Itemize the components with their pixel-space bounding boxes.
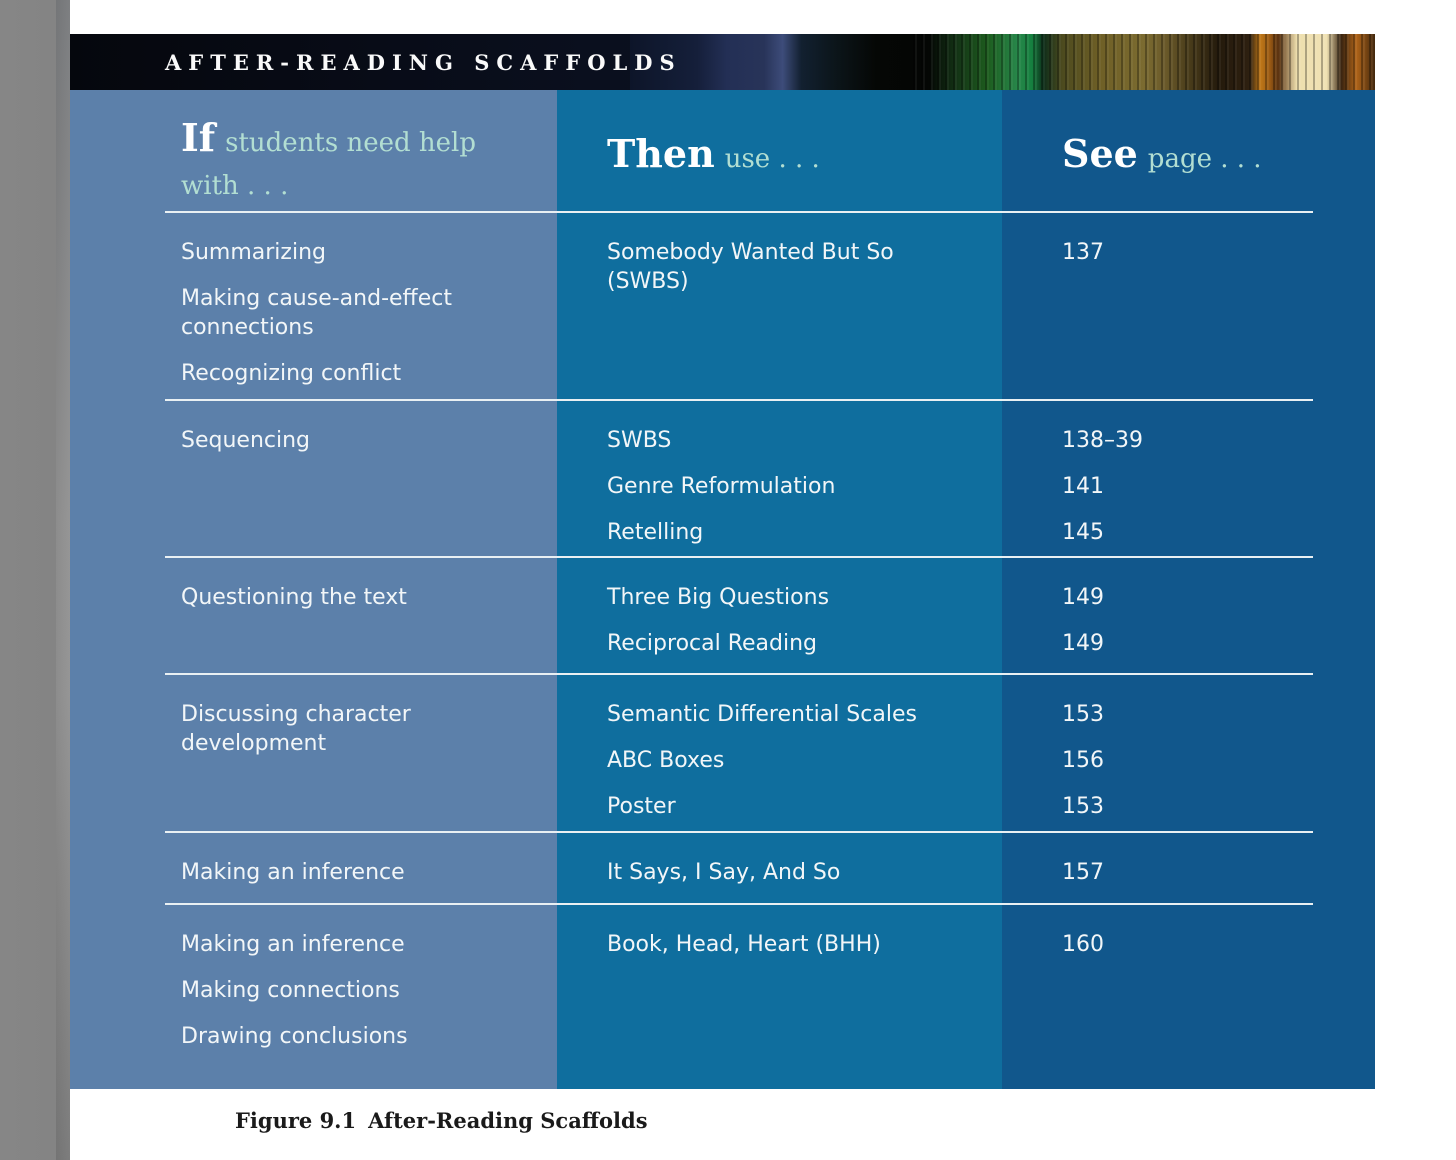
figure-caption-label: Figure 9.1 [235,1108,357,1133]
column-header-if: If students need help with . . . [70,90,557,212]
help-topic: Summarizing [181,240,326,265]
strategy-name: Poster [607,794,676,819]
book-spines-texture [913,34,1375,90]
column-header-then-rest: use . . . [724,144,820,174]
cell-strategy: Semantic Differential Scales ABC Boxes Pos… [557,674,1002,832]
figure-caption-text: After-Reading Scaffolds [368,1108,648,1133]
book-spine-bar [0,0,70,1160]
table-row: Sequencing SWBS Genre Reformulation Retell… [70,399,1375,557]
cell-page: 149 149 [1002,557,1375,674]
section-title-bar: AFTER-READING SCAFFOLDS [70,34,1375,90]
table-header-row: If students need help with . . . Then use … [70,90,1375,212]
page-number: 138–39 [1062,428,1143,453]
help-topic: Drawing conclusions [181,1024,408,1049]
strategy-name: ABC Boxes [607,748,725,773]
cell-help-with: Making an inference Making connections Dra… [70,904,557,1089]
table-row: Making an inference It Says, I Say, And … [70,831,1375,904]
page-number: 153 [1062,794,1104,819]
spine-edge-shadow [56,0,70,1160]
help-topic: Making an inference [181,860,405,885]
strategy-name: It Says, I Say, And So [607,860,841,885]
cell-strategy: Somebody Wanted But So (SWBS) [557,212,1002,400]
page-number: 157 [1062,860,1104,885]
page-number: 141 [1062,474,1104,499]
table-row: Discussing character development Semanti… [70,673,1375,832]
page-number: 160 [1062,932,1104,957]
strategy-name: SWBS [607,428,672,453]
page-number: 153 [1062,702,1104,727]
cell-help-with: Sequencing [70,400,557,557]
column-header-see-rest: page . . . [1147,144,1262,174]
section-title: AFTER-READING SCAFFOLDS [165,49,682,75]
cell-page: 138–39 141 145 [1002,400,1375,557]
cell-page: 160 [1002,904,1375,1089]
help-topic: Making cause-and-effect connections [181,286,452,340]
page-content: AFTER-READING SCAFFOLDS If students need … [70,0,1375,1160]
table-row: Summarizing Making cause-and-effect conne… [70,211,1375,400]
page-number: 156 [1062,748,1104,773]
column-header-if-lead: If [181,115,216,160]
page-number: 149 [1062,631,1104,656]
cell-strategy: SWBS Genre Reformulation Retelling [557,400,1002,557]
column-header-if-rest: students need help with . . . [181,128,477,201]
strategy-name: Genre Reformulation [607,474,836,499]
strategy-name: Somebody Wanted But So (SWBS) [607,240,894,294]
column-header-then-lead: Then [607,131,715,176]
column-header-then: Then use . . . [557,90,1002,212]
help-topic: Recognizing conflict [181,361,402,386]
bookshelf-photo [630,34,1375,90]
cell-page: 157 [1002,832,1375,904]
figure-caption: Figure 9.1 After-Reading Scaffolds [235,1108,648,1133]
help-topic: Making connections [181,978,400,1003]
cell-help-with: Making an inference [70,832,557,904]
cell-help-with: Discussing character development [70,674,557,832]
strategy-name: Three Big Questions [607,585,830,610]
strategy-name: Semantic Differential Scales [607,702,917,727]
cell-page: 137 [1002,212,1375,400]
table-row: Questioning the text Three Big Questions… [70,556,1375,674]
help-topic: Discussing character development [181,702,411,756]
strategy-name: Retelling [607,520,704,545]
scaffolds-table: If students need help with . . . Then use … [70,90,1375,1089]
page-number: 145 [1062,520,1104,545]
cell-strategy: Three Big Questions Reciprocal Reading [557,557,1002,674]
table-row: Making an inference Making connections Dra… [70,903,1375,1089]
column-header-see: See page . . . [1002,90,1375,212]
cell-help-with: Questioning the text [70,557,557,674]
cell-strategy: Book, Head, Heart (BHH) [557,904,1002,1089]
cell-help-with: Summarizing Making cause-and-effect conne… [70,212,557,400]
help-topic: Sequencing [181,428,311,453]
help-topic: Questioning the text [181,585,407,610]
cell-strategy: It Says, I Say, And So [557,832,1002,904]
strategy-name: Reciprocal Reading [607,631,818,656]
column-header-see-lead: See [1062,131,1138,176]
cell-page: 153 156 153 [1002,674,1375,832]
page-number: 137 [1062,240,1104,265]
page-number: 149 [1062,585,1104,610]
help-topic: Making an inference [181,932,405,957]
strategy-name: Book, Head, Heart (BHH) [607,932,881,957]
